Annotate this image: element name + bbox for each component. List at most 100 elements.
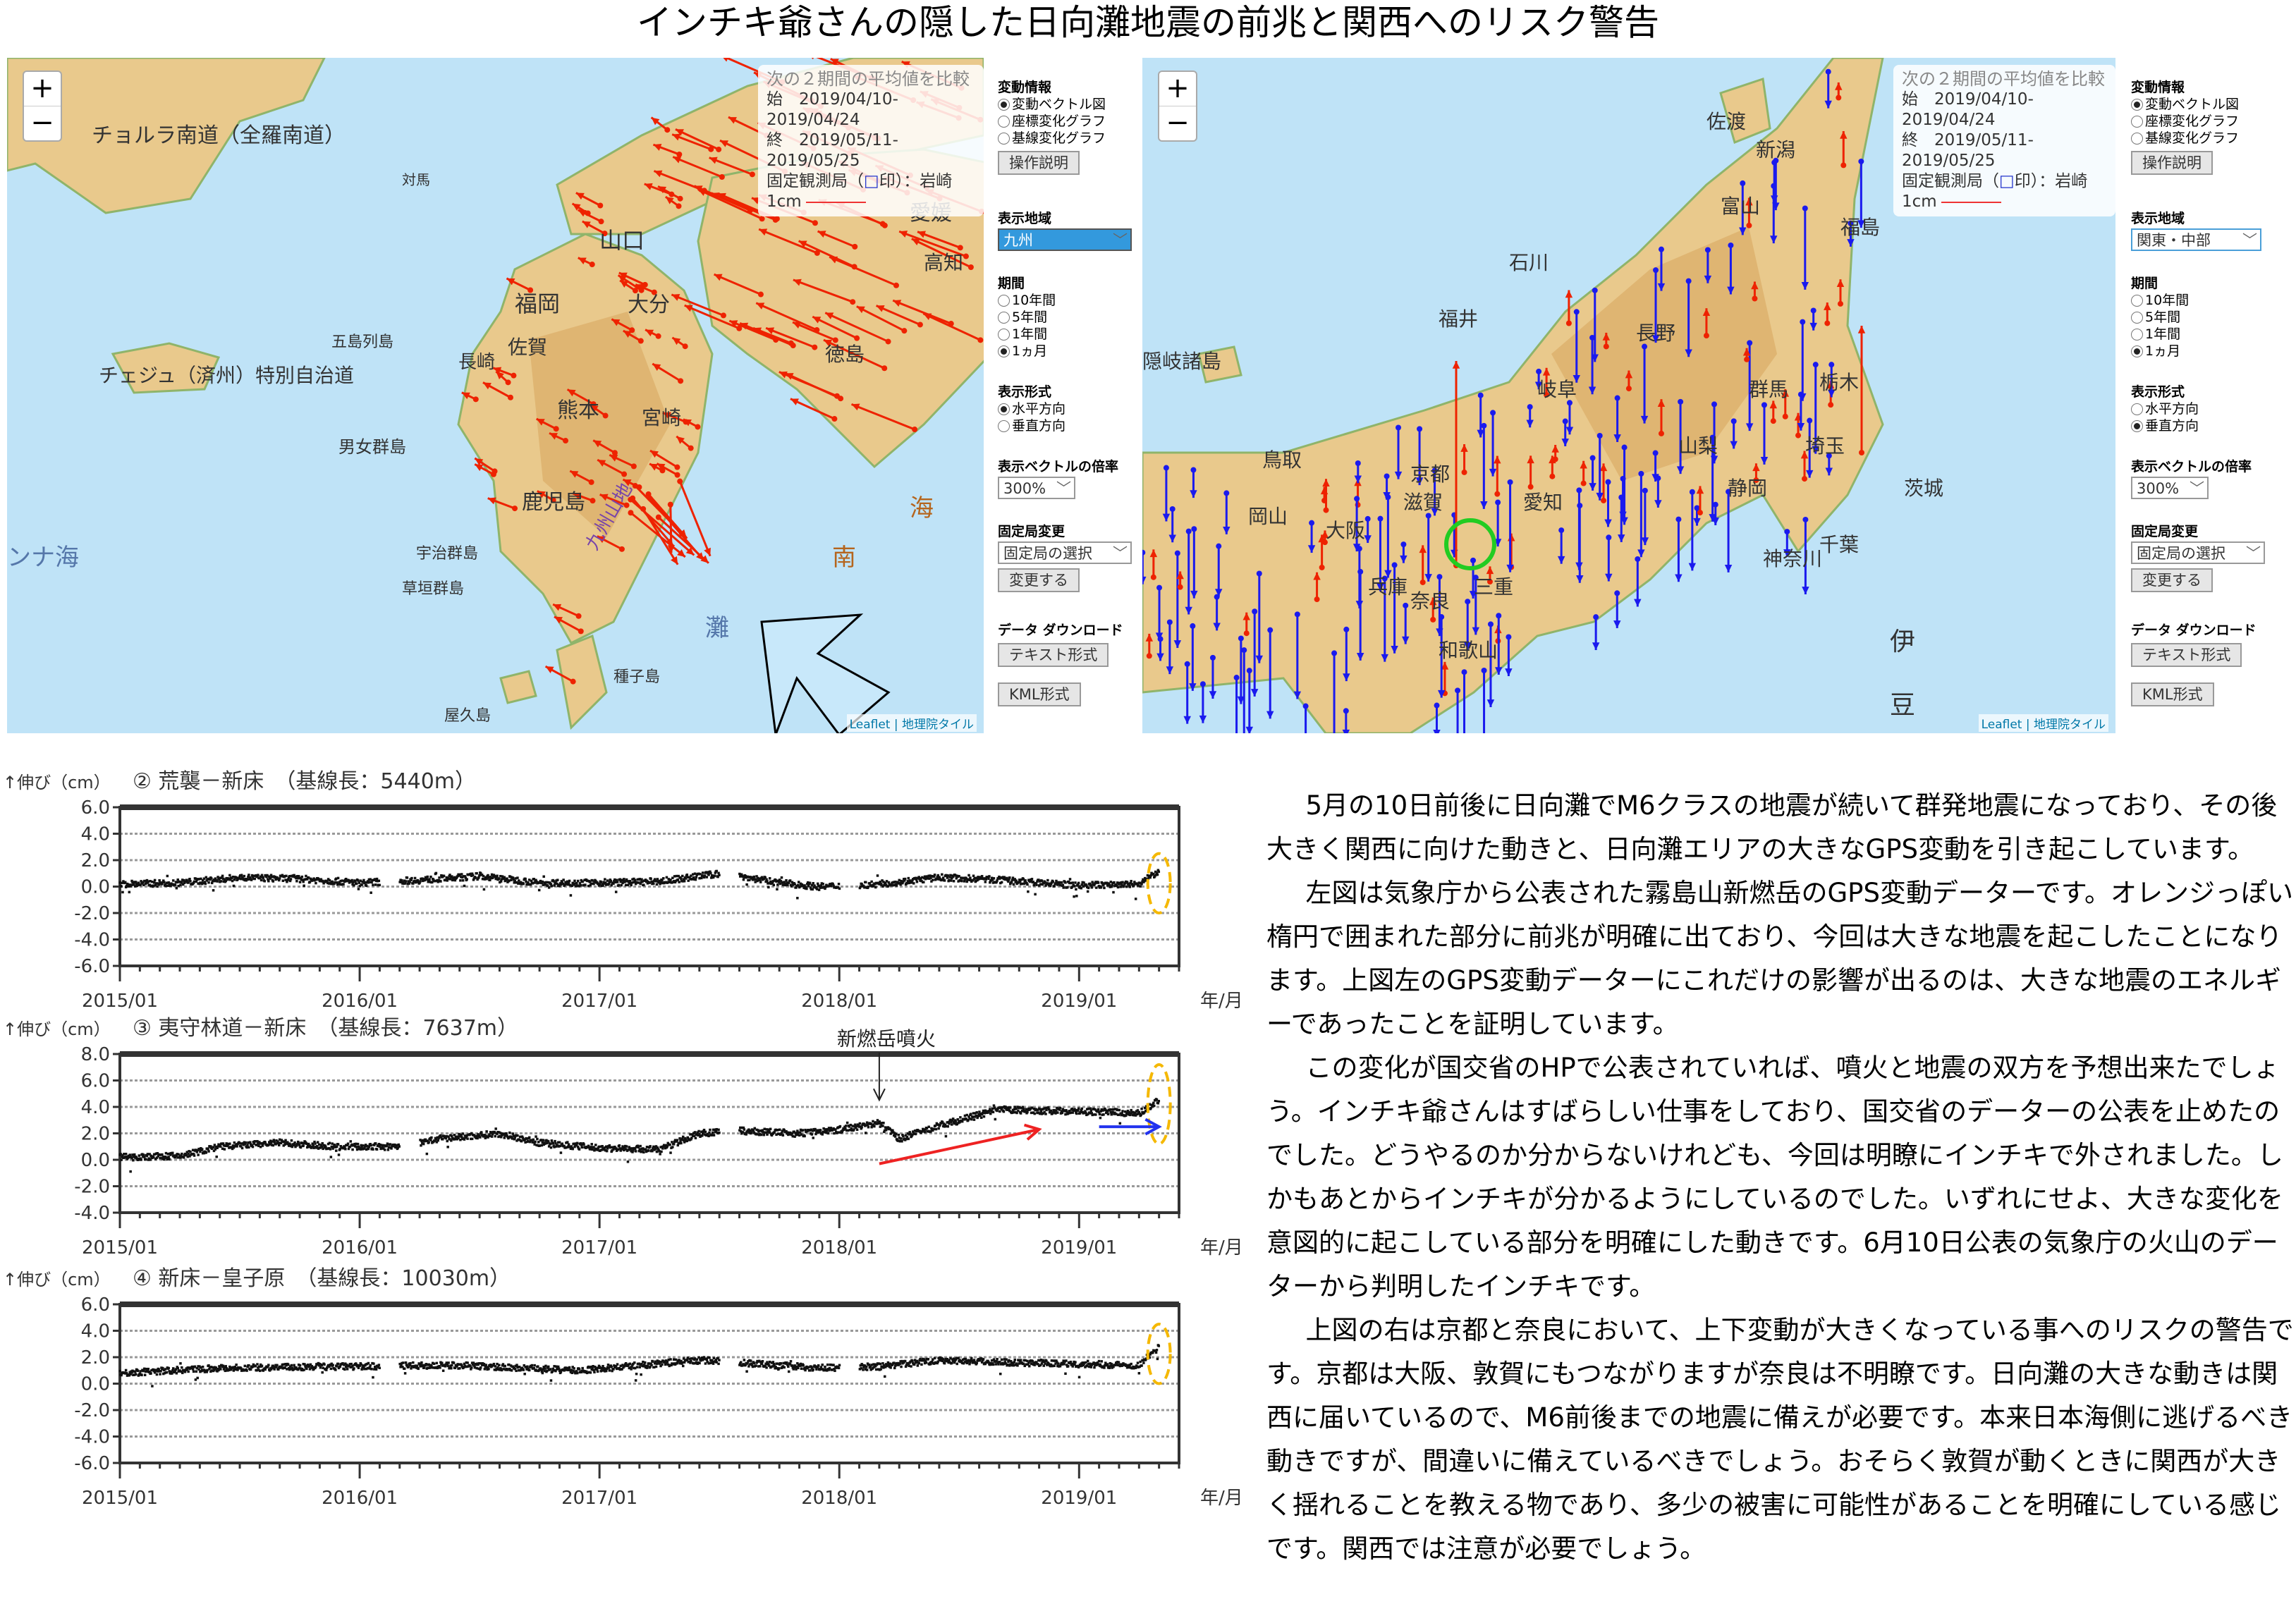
data-point [474, 876, 477, 879]
data-point [996, 1361, 999, 1364]
zoom-out-button[interactable]: − [30, 106, 54, 139]
data-point [169, 884, 172, 888]
data-point [1140, 1107, 1143, 1110]
data-point [922, 1127, 924, 1131]
radio-button[interactable] [2131, 294, 2143, 307]
data-point [657, 1360, 661, 1363]
displacement-vector [677, 478, 712, 557]
period-option[interactable]: 1ヵ月 [998, 343, 1139, 360]
data-point [574, 1144, 577, 1147]
data-point [710, 1361, 713, 1364]
displacement-vector [693, 185, 753, 214]
format-option[interactable]: 水平方向 [998, 400, 1139, 417]
data-point [936, 1123, 939, 1126]
format-option[interactable]: 垂直方向 [998, 417, 1139, 434]
format-option[interactable]: 垂直方向 [2131, 417, 2293, 434]
data-point [797, 1133, 800, 1137]
data-point [676, 878, 680, 881]
data-point [191, 1149, 195, 1151]
radio-button[interactable] [998, 98, 1010, 111]
period-option[interactable]: 5年間 [998, 309, 1139, 326]
period-option[interactable]: 10年間 [2131, 292, 2293, 309]
data-point [654, 1360, 657, 1364]
data-point [1087, 886, 1090, 890]
fixed-station-select[interactable]: 固定局の選択 ﹀ [998, 541, 1132, 564]
text-download-button[interactable]: テキスト形式 [2131, 643, 2242, 667]
data-point [1116, 881, 1119, 884]
data-point [477, 1367, 480, 1371]
data-point [370, 891, 372, 894]
period-option[interactable]: 10年間 [998, 292, 1139, 309]
displacement-vector [1506, 479, 1514, 572]
info-type-option[interactable]: 座標変化グラフ [998, 113, 1139, 130]
gps-map-kanto-chubu[interactable]: 新潟 福島 長野 富山 石川 福井 岐阜 愛知 静岡 滋賀 京都 奈良 大阪 兵庫 三重 和歌山 岡山 鳥取 茨城栃… [1142, 58, 2115, 733]
radio-button[interactable] [2131, 419, 2143, 432]
data-point [496, 1130, 499, 1134]
text-download-button[interactable]: テキスト形式 [998, 643, 1109, 667]
radio-button[interactable] [2131, 132, 2143, 145]
data-point [555, 1145, 558, 1148]
radio-button[interactable] [2131, 403, 2143, 415]
radio-button[interactable] [2131, 115, 2143, 128]
data-point [318, 1362, 322, 1366]
info-type-option[interactable]: 座標変化グラフ [2131, 113, 2293, 130]
data-point [711, 874, 714, 878]
info-type-option[interactable]: 基線変化グラフ [998, 130, 1139, 147]
zoom-out-button[interactable]: − [1166, 106, 1190, 139]
vector-scale-select[interactable]: 300% ﹀ [998, 477, 1075, 499]
data-point [819, 1129, 822, 1132]
help-button[interactable]: 操作説明 [2131, 151, 2213, 175]
data-point [164, 1368, 167, 1371]
fixed-station-select[interactable]: 固定局の選択 ﹀ [2131, 541, 2265, 564]
download-label: データ ダウンロード [998, 623, 1123, 638]
data-point [902, 880, 905, 883]
format-option[interactable]: 水平方向 [2131, 400, 2293, 417]
vector-scale-select[interactable]: 300% ﹀ [2131, 477, 2209, 499]
map-attribution[interactable]: Leaflet | 地理院タイル [1978, 714, 2108, 732]
region-select[interactable]: 関東・中部 ﹀ [2131, 228, 2261, 251]
radio-button[interactable] [998, 115, 1010, 128]
change-button[interactable]: 変更する [2131, 568, 2213, 592]
data-point [1019, 1112, 1022, 1115]
displacement-vector [1166, 619, 1174, 675]
radio-button[interactable] [998, 345, 1010, 357]
region-select[interactable]: 九州 ﹀ [998, 228, 1132, 251]
data-point [190, 1365, 194, 1368]
radio-button[interactable] [998, 294, 1010, 307]
radio-button[interactable] [2131, 328, 2143, 341]
period-option[interactable]: 1ヵ月 [2131, 343, 2293, 360]
data-point [604, 1369, 608, 1373]
radio-button[interactable] [998, 311, 1010, 324]
data-point [675, 1140, 678, 1143]
displacement-vector [1302, 703, 1309, 733]
map-attribution[interactable]: Leaflet | 地理院タイル [846, 714, 977, 732]
zoom-in-button[interactable]: + [24, 72, 61, 106]
radio-button[interactable] [2131, 345, 2143, 357]
kml-download-button[interactable]: KML形式 [998, 682, 1081, 706]
radio-button[interactable] [998, 328, 1010, 341]
info-type-option[interactable]: 変動ベクトル図 [2131, 96, 2293, 113]
data-point [374, 878, 377, 881]
data-point [409, 1361, 412, 1365]
data-point [247, 1141, 250, 1144]
zoom-in-button[interactable]: + [1159, 72, 1196, 106]
radio-button[interactable] [998, 403, 1010, 415]
data-point [230, 1146, 233, 1149]
period-option[interactable]: 5年間 [2131, 309, 2293, 326]
period-option[interactable]: 1年間 [998, 326, 1139, 343]
yakushima [499, 670, 537, 704]
data-point [766, 1133, 769, 1136]
data-point [120, 1373, 123, 1377]
kml-download-button[interactable]: KML形式 [2131, 682, 2214, 706]
data-point [939, 1357, 942, 1360]
radio-button[interactable] [2131, 98, 2143, 111]
period-option[interactable]: 1年間 [2131, 326, 2293, 343]
radio-button[interactable] [2131, 311, 2143, 324]
gps-map-kyushu[interactable]: チョルラ南道（全羅南道） チェジュ（済州）特別自治道 五島列島 男女群島 宇治群島 草垣群… [7, 58, 984, 733]
radio-button[interactable] [998, 132, 1010, 145]
help-button[interactable]: 操作説明 [998, 151, 1080, 175]
info-type-option[interactable]: 変動ベクトル図 [998, 96, 1139, 113]
radio-button[interactable] [998, 419, 1010, 432]
change-button[interactable]: 変更する [998, 568, 1080, 592]
info-type-option[interactable]: 基線変化グラフ [2131, 130, 2293, 147]
